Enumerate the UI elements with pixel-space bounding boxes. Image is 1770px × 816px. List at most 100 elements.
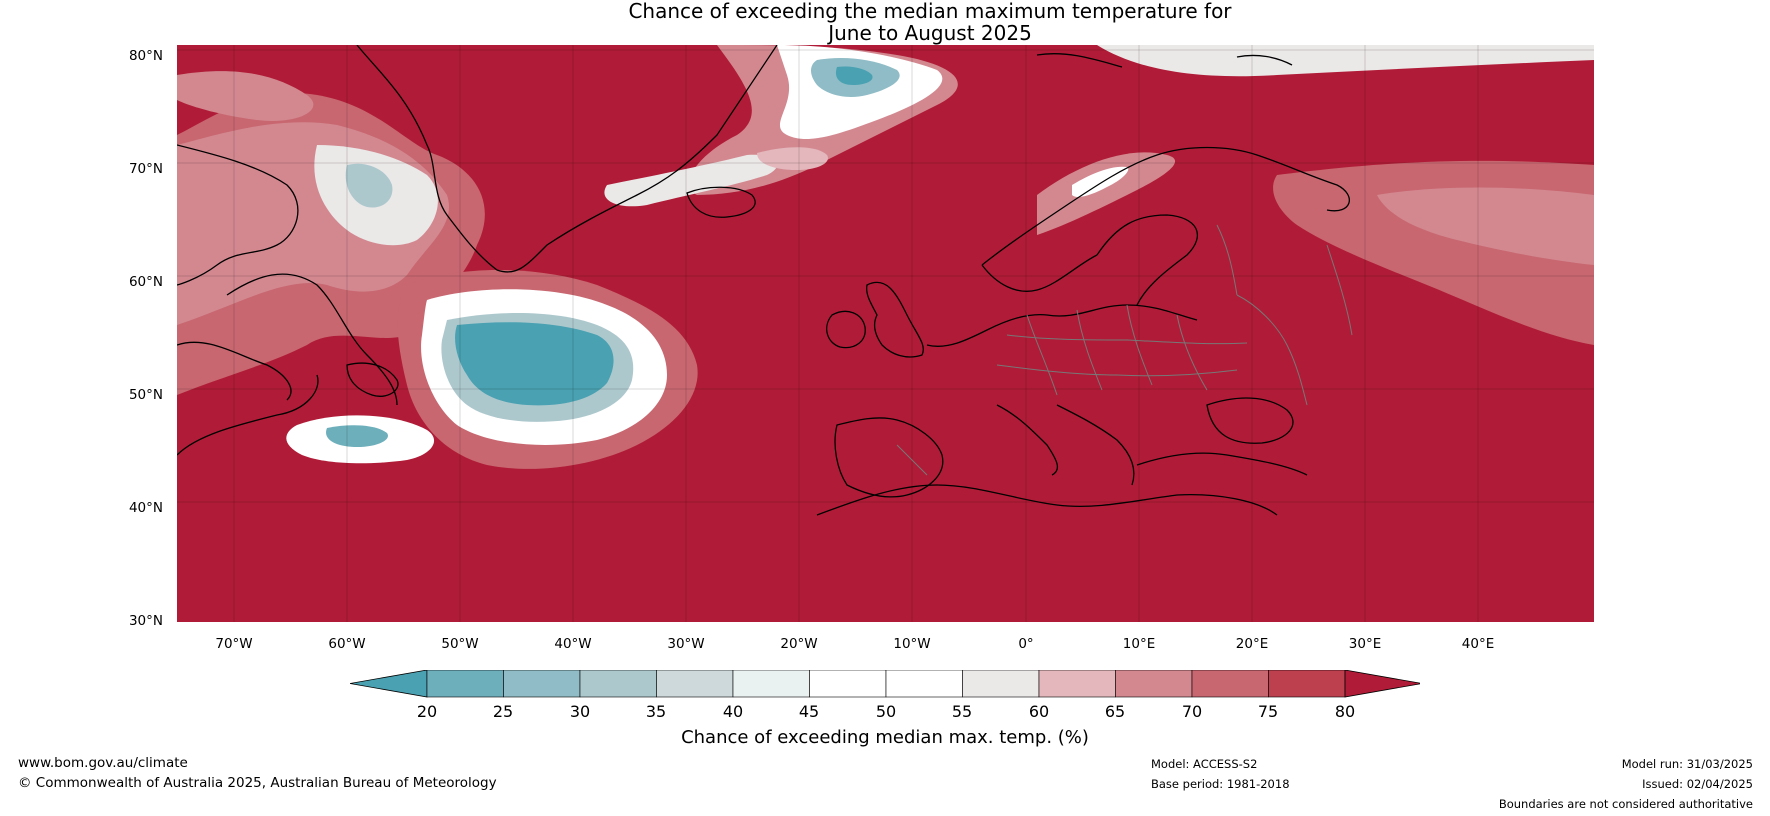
lat-label-80: 80°N [128, 48, 163, 64]
colorbar-tick-70: 70 [1181, 702, 1203, 721]
footer-issued: Issued: 02/04/2025 [1642, 777, 1753, 791]
forecast-map [177, 45, 1594, 622]
colorbar-segment [809, 670, 887, 698]
lon-label-10w: 10°W [893, 636, 931, 652]
colorbar-segment [656, 670, 734, 698]
footer-model-run: Model run: 31/03/2025 [1621, 757, 1753, 771]
footer-website: www.bom.gov.au/climate [18, 755, 188, 771]
border-2 [1076, 309, 1103, 391]
italy-coast [996, 404, 1059, 476]
baffin-coast [177, 144, 299, 286]
britain-coast [866, 281, 924, 358]
contour-greenland-east-25 [835, 66, 873, 85]
iberia-coast [834, 417, 944, 498]
colorbar-segment [1038, 670, 1116, 698]
contour-russia-inner [1377, 187, 1594, 265]
lat-label-50: 50°N [128, 387, 163, 403]
coastlines [177, 45, 1350, 516]
contour-atlantic-25 [455, 322, 614, 406]
probability-contours [177, 45, 1594, 469]
lon-label-40w: 40°W [554, 636, 592, 652]
graticule [177, 45, 1594, 622]
newfoundland-coast [346, 362, 399, 397]
border-9 [1216, 224, 1238, 296]
footer-disclaimer: Boundaries are not considered authoritat… [1498, 797, 1753, 811]
lat-label-30: 30°N [128, 613, 163, 629]
border-3 [1126, 304, 1153, 386]
border-1 [1026, 314, 1058, 396]
colorbar-tick-80: 80 [1334, 702, 1356, 721]
colorbar-tick-55: 55 [951, 702, 973, 721]
colorbar-tick-65: 65 [1104, 702, 1126, 721]
footer-model: Model: ACCESS-S2 [1151, 757, 1258, 771]
footer-copyright: © Commonwealth of Australia 2025, Austra… [18, 775, 497, 791]
colorbar [350, 670, 1420, 698]
scandinavia-coast [981, 146, 1350, 266]
lon-label-10e: 10°E [1122, 636, 1156, 652]
contour-baffin-45 [345, 163, 393, 208]
map-title-line2: June to August 2025 [828, 21, 1032, 45]
greenland-west-coast [356, 45, 428, 146]
lat-label-60: 60°N [128, 274, 163, 290]
balkans-coast [1056, 404, 1135, 486]
colorbar-tick-60: 60 [1028, 702, 1050, 721]
colorbar-tick-35: 35 [645, 702, 667, 721]
colorbar-segment [503, 670, 581, 698]
lat-label-40: 40°N [128, 500, 163, 516]
border-5 [996, 364, 1238, 377]
labrador-coast [226, 273, 398, 406]
colorbar-tick-40: 40 [722, 702, 744, 721]
colorbar-label: Chance of exceeding median max. temp. (%… [681, 727, 1089, 748]
colorbar-segment [579, 670, 657, 698]
lon-label-70w: 70°W [215, 636, 253, 652]
colorbar-extend-low [350, 670, 428, 698]
colorbar-segment [1115, 670, 1193, 698]
colorbar-segment [1268, 670, 1346, 698]
contour-scandinavia [1037, 152, 1176, 235]
nova-scotia-coast [177, 374, 319, 456]
border-8 [1326, 244, 1353, 336]
country-borders [896, 224, 1353, 476]
colorbar-tick-50: 50 [875, 702, 897, 721]
border-6 [1006, 334, 1248, 345]
turkey-coast [1136, 452, 1308, 476]
greenland-coast [426, 45, 778, 273]
lon-label-20w: 20°W [780, 636, 818, 652]
map-title-line1: Chance of exceeding the median maximum t… [628, 0, 1232, 23]
iceland-coast [686, 186, 756, 218]
contour-baffin-north [177, 71, 314, 121]
colorbar-segment [732, 670, 810, 698]
lat-label-70: 70°N [128, 161, 163, 177]
arctic-islands [1036, 53, 1293, 68]
border-7 [1236, 294, 1308, 406]
colorbar-segment [1191, 670, 1269, 698]
footer-base-period: Base period: 1981-2018 [1151, 777, 1290, 791]
lon-label-0: 0° [1018, 636, 1034, 652]
lon-label-50w: 50°W [441, 636, 479, 652]
colorbar-tick-75: 75 [1257, 702, 1279, 721]
contour-arctic-north [1097, 45, 1594, 77]
colorbar-extend-high [1344, 670, 1420, 698]
contour-iceland-east [757, 147, 828, 170]
colorbar-tick-45: 45 [798, 702, 820, 721]
lon-label-60w: 60°W [328, 636, 366, 652]
baltic-coast [1096, 214, 1199, 306]
colorbar-segment [962, 670, 1040, 698]
canada-south-coast [177, 341, 292, 401]
europe-coast [926, 304, 1198, 347]
colorbar-tick-25: 25 [492, 702, 514, 721]
colorbar-segment [426, 670, 504, 698]
lon-label-40e: 40°E [1461, 636, 1495, 652]
contour-southwest-30 [326, 425, 388, 447]
lon-label-30e: 30°E [1348, 636, 1382, 652]
africa-coast [816, 484, 1278, 516]
ireland-coast [826, 310, 866, 349]
lon-label-30w: 30°W [667, 636, 705, 652]
black-sea-coast [1206, 397, 1294, 444]
colorbar-tick-20: 20 [416, 702, 438, 721]
border-10 [896, 444, 928, 476]
lon-label-20e: 20°E [1235, 636, 1269, 652]
border-4 [1176, 314, 1208, 391]
norway-south-coast [981, 254, 1098, 292]
contour-iceland-strip [604, 154, 778, 207]
